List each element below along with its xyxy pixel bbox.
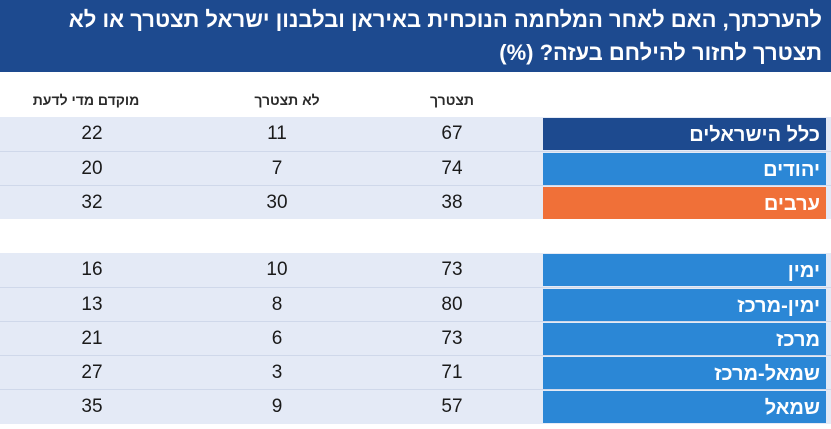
row-label: ערבים: [543, 187, 826, 219]
value-too-early: 32: [81, 192, 103, 213]
value-need: 67: [441, 123, 463, 144]
table-row: ימין-מרכז 80 8 13: [0, 287, 831, 322]
row-label: ימין: [543, 254, 826, 286]
value-too-early: 21: [81, 328, 103, 349]
column-header-too-early: מוקדם מדי לדעת: [32, 92, 140, 108]
row-label: כלל הישראלים: [543, 118, 826, 150]
row-label: ימין-מרכז: [543, 289, 826, 321]
table-row: ערבים 38 30 32: [0, 185, 831, 220]
value-too-early: 35: [81, 396, 103, 417]
value-need: 57: [441, 396, 463, 417]
value-not-need: 3: [271, 362, 283, 383]
value-need: 73: [441, 259, 463, 280]
table-row: שמאל-מרכז 71 3 27: [0, 355, 831, 390]
row-label: שמאל: [543, 391, 826, 423]
column-header-need: תצטרך: [430, 92, 474, 108]
value-too-early: 13: [81, 294, 103, 315]
value-need: 38: [441, 192, 463, 213]
chart-title: להערכתך, האם לאחר המלחמה הנוכחית באיראן …: [0, 0, 831, 72]
value-too-early: 22: [81, 123, 103, 144]
value-not-need: 7: [271, 158, 283, 179]
column-header-not-need: לא תצטרך: [254, 92, 320, 108]
value-need: 74: [441, 158, 463, 179]
table-row: שמאל 57 9 35: [0, 389, 831, 424]
value-not-need: 9: [271, 396, 283, 417]
value-not-need: 8: [271, 294, 283, 315]
row-label: שמאל-מרכז: [543, 357, 826, 389]
value-not-need: 30: [266, 192, 288, 213]
value-not-need: 6: [271, 328, 283, 349]
table-row: יהודים 74 7 20: [0, 151, 831, 186]
value-not-need: 10: [266, 259, 288, 280]
table-row: ימין 73 10 16: [0, 253, 831, 287]
value-too-early: 16: [81, 259, 103, 280]
row-label: מרכז: [543, 323, 826, 355]
value-too-early: 20: [81, 158, 103, 179]
value-need: 71: [441, 362, 463, 383]
value-not-need: 11: [267, 123, 287, 144]
value-too-early: 27: [81, 362, 103, 383]
table-row: מרכז 73 6 21: [0, 321, 831, 356]
group-spacer: [0, 219, 831, 253]
row-label: יהודים: [543, 153, 826, 185]
value-need: 73: [441, 328, 463, 349]
table-row: כלל הישראלים 67 11 22: [0, 117, 831, 151]
value-need: 80: [441, 294, 463, 315]
